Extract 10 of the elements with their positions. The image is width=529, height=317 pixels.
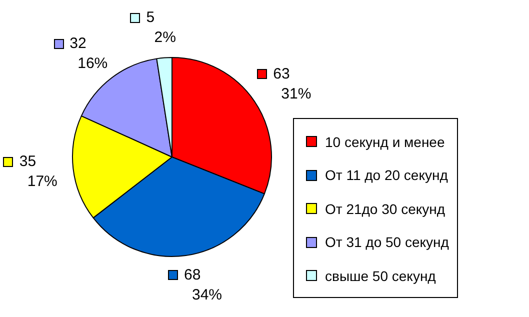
data-label: 68 34% [184, 266, 222, 304]
data-label: 32 16% [70, 35, 108, 72]
data-label: 63 31% [273, 65, 312, 102]
legend-label: От 11 до 20 секунд [325, 167, 448, 184]
legend-label: 10 секунд и менее [325, 134, 445, 150]
legend-label: От 31 до 50 секунд [325, 234, 449, 250]
data-label: 35 17% [19, 153, 58, 190]
legend-label: От 21до 30 секунд [325, 200, 446, 217]
legend-label: свыше 50 секунд [325, 268, 436, 284]
data-label: 5 2% [146, 9, 176, 46]
